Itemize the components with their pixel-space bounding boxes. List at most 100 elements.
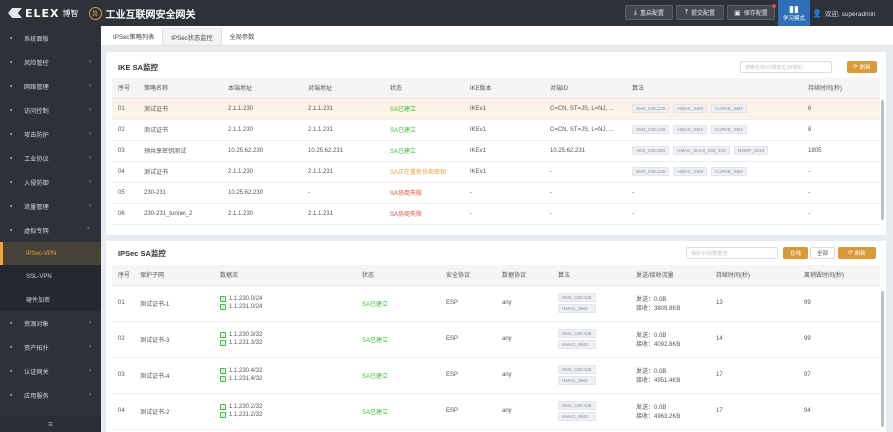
sidebar-item-label: 资源对象 bbox=[24, 320, 49, 328]
table-row[interactable]: 04 测试证书-2 ≡ 1.1.230.2/32 ≡ 1.1.231.2/32 SA已建立 E… bbox=[112, 393, 880, 430]
row-number: 06 bbox=[112, 203, 138, 225]
ipsec-scrollbar[interactable] bbox=[881, 291, 884, 427]
table-row[interactable]: 01 测试证书-1 ≡ 1.1.230.0/24 ≡ 1.1.231.0/24 SA已建立 E… bbox=[112, 285, 880, 322]
table-row[interactable]: 03 测试证书-4 ≡ 1.1.230.4/32 ≡ 1.1.231.4/32 SA已建立 E… bbox=[112, 357, 880, 394]
seal-char: 昌 bbox=[92, 11, 99, 18]
duration: - bbox=[802, 203, 880, 225]
peer-address-text: 10.25.62.231 bbox=[308, 147, 344, 154]
sidebar-item-0[interactable]: ▪ 系统面板 bbox=[0, 26, 101, 50]
peer-id: - bbox=[544, 161, 626, 183]
sidebar-bottom-item-2[interactable]: ▪ 认证网关 › bbox=[0, 359, 101, 383]
ike-col-header: 算法 bbox=[626, 78, 802, 99]
product-title: 工业互联网安全网关 bbox=[105, 9, 196, 21]
chevron-right-icon: › bbox=[89, 320, 91, 326]
peer-id-text: - bbox=[550, 189, 552, 196]
time-to-destroy: 97 bbox=[798, 357, 880, 394]
peer-address: 2.1.1.231 bbox=[302, 161, 384, 183]
row-number: 04 bbox=[112, 161, 138, 183]
brand-logo-text: ELEX bbox=[25, 6, 60, 20]
ike-search-input[interactable]: 搜索名称/对端地址/对端ID bbox=[740, 61, 832, 73]
all-filter-button[interactable]: 全部 bbox=[810, 247, 835, 259]
row-number-text: 04 bbox=[118, 168, 125, 175]
dashboard-icon: ▪ bbox=[10, 34, 13, 42]
tab-global-params[interactable]: 全局参数 bbox=[229, 34, 255, 41]
table-row[interactable]: 01 测试证书 2.1.1.230 2.1.1.231 SA已建立 IKEv1 C=CN, … bbox=[112, 98, 880, 120]
table-row[interactable]: 02 测试证书-3 ≡ 1.1.230.3/32 ≡ 1.1.231.3/32 SA已建立 E… bbox=[112, 321, 880, 358]
ike-scrollbar[interactable] bbox=[881, 100, 884, 220]
download-icon: ⤓ bbox=[633, 8, 638, 16]
vpn-icon: ▪ bbox=[10, 226, 13, 234]
ipsec-sa-title: IPSec SA监控 bbox=[118, 249, 166, 258]
local-address-text: 10.25.62.230 bbox=[228, 189, 264, 196]
save-config-button[interactable]: ▣ 保存配置 bbox=[727, 4, 776, 20]
sent-text: 发送：0.0B bbox=[636, 333, 667, 339]
sidebar-item-5[interactable]: ▪ 工业协议 › bbox=[0, 146, 101, 170]
traffic: 发送：0.0B 接收：4963.2KB bbox=[630, 393, 710, 430]
sidebar-item-8[interactable]: ▪ 虚拟专网 ⌃ bbox=[0, 218, 101, 242]
local-address: 10.25.62.230 bbox=[222, 140, 302, 162]
duration: 13 bbox=[710, 285, 798, 322]
duration-text: 6 bbox=[808, 105, 812, 112]
sidebar-subitem-0[interactable]: IPSec-VPN bbox=[0, 242, 101, 265]
sidebar-subitem-1[interactable]: SSL-VPN bbox=[0, 265, 101, 288]
row-number: 01 bbox=[112, 285, 134, 322]
tab-ipsec-policy[interactable]: IPSec策略列表 bbox=[113, 34, 155, 41]
peer-id: - bbox=[544, 182, 626, 204]
sidebar-item-6[interactable]: ▪ 入侵防御 › bbox=[0, 170, 101, 194]
time-to-destroy: 94 bbox=[798, 393, 880, 430]
sidebar-bottom-item-1[interactable]: ▪ 资产拓扑 › bbox=[0, 335, 101, 359]
tab-ipsec-monitor[interactable]: IPSec状态监控 bbox=[162, 28, 222, 45]
table-row[interactable]: 04 测试证书 2.1.1.230 2.1.1.231 SA正在重新协商密钥 IKEv1 -… bbox=[112, 161, 880, 183]
table-row[interactable]: 06 230-231_tunnel_2 2.1.1.230 2.1.1.231 SA协商… bbox=[112, 203, 880, 225]
flow-text: 1.1.231.0/24 bbox=[229, 304, 263, 310]
algorithm-text: - bbox=[632, 210, 634, 217]
duration-text: 17 bbox=[716, 408, 723, 414]
ike-col-header: 持续时间(秒) bbox=[802, 78, 880, 99]
table-row[interactable]: 05 230-231 10.25.62.230 - SA协商失败 - - - - bbox=[112, 182, 880, 204]
duration: 1805 bbox=[802, 140, 880, 162]
submit-config-button[interactable]: ⤒ 提交配置 bbox=[676, 5, 724, 20]
protected-subnet: 测试证书-3 bbox=[134, 321, 214, 358]
table-row[interactable]: 03 预共享密钥测试 10.25.62.230 10.25.62.231 SA已建立 IK… bbox=[112, 140, 880, 162]
subnet-icon: ≡ bbox=[220, 296, 226, 302]
peer-address-text: 2.1.1.231 bbox=[308, 210, 334, 217]
ipsec-refresh-button[interactable]: ⟳ 刷新 bbox=[838, 247, 876, 259]
reboot-config-button[interactable]: ⤓ 重启配置 bbox=[625, 5, 673, 20]
chevron-right-icon: › bbox=[89, 83, 91, 89]
sidebar-item-1[interactable]: ▪ 风险管控 › bbox=[0, 50, 101, 74]
status-badge-text: SA已建立 bbox=[390, 128, 417, 134]
user-menu[interactable]: 👤 欢迎, superadmin bbox=[812, 8, 876, 19]
data-protocol: any bbox=[496, 285, 552, 322]
online-filter-button[interactable]: 在线 bbox=[783, 247, 808, 259]
ipsec-sa-table: 序号 保护子网 数据流 状态 安全协议 数据协议 算法 发送/接收流量 持续时间(秒) 离销毁时间… bbox=[112, 265, 880, 430]
sidebar-item-label: 应用服务 bbox=[24, 392, 49, 400]
sidebar-subitem-2[interactable]: 硬件加密 bbox=[0, 288, 101, 311]
sidebar-item-2[interactable]: ▪ 网络管理 › bbox=[0, 74, 101, 98]
sidebar-bottom-item-0[interactable]: ▪ 资源对象 › bbox=[0, 311, 101, 335]
study-mode-button[interactable]: ▮▮ 学习模式 bbox=[778, 0, 810, 26]
ike-version: IKEv1 bbox=[464, 140, 544, 162]
peer-id-text: C=CN, ST=JS, L=NJ, ... bbox=[550, 105, 614, 112]
status-badge: SA已建立 bbox=[384, 140, 464, 162]
elex-logo-icon bbox=[8, 8, 22, 18]
ike-refresh-button[interactable]: ⟳ 刷新 bbox=[847, 61, 877, 73]
ike-sa-panel: IKE SA监控 搜索名称/对端地址/对端ID ⟳ 刷新 序号 策略名称 本端地址 对端… bbox=[106, 52, 886, 235]
ike-col-header[interactable]: 状态 bbox=[384, 78, 464, 99]
sidebar-item-4[interactable]: ▪ 攻击防护 › bbox=[0, 122, 101, 146]
sidebar-item-7[interactable]: ▪ 流量管理 › bbox=[0, 194, 101, 218]
ike-col-header: 对端ID bbox=[544, 78, 626, 99]
ike-version: - bbox=[464, 203, 544, 225]
sidebar-bottom-item-3[interactable]: ▪ 应用服务 › bbox=[0, 383, 101, 407]
sidebar-item-label: 虚拟专网 bbox=[24, 227, 49, 235]
peer-address: 2.1.1.231 bbox=[302, 98, 384, 120]
ipsec-search-input[interactable]: 保护子网/数据流 bbox=[686, 247, 778, 259]
sidebar-item-3[interactable]: ▪ 访问控制 › bbox=[0, 98, 101, 122]
ike-refresh-label: 刷新 bbox=[859, 65, 871, 71]
collapse-sidebar-icon[interactable]: ≡ bbox=[0, 416, 101, 432]
table-row[interactable]: 02 测试证书 2.1.1.230 2.1.1.231 SA已建立 IKEv1 C=CN, … bbox=[112, 119, 880, 141]
chevron-right-icon: › bbox=[89, 131, 91, 137]
data-protocol-text: any bbox=[502, 300, 512, 306]
row-number: 03 bbox=[112, 357, 134, 394]
security-protocol: ESP bbox=[440, 321, 496, 358]
status-badge-text: SA已建立 bbox=[362, 337, 389, 344]
